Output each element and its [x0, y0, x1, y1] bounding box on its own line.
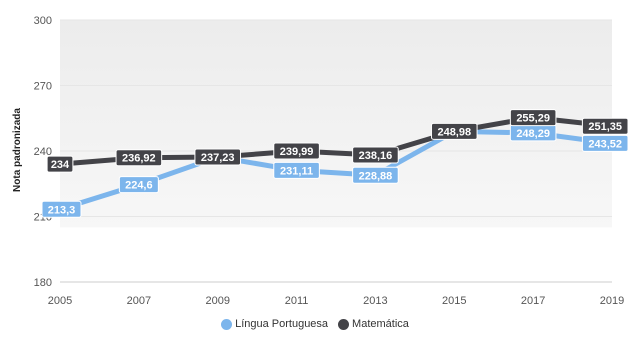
data-label-1-0: 234 — [46, 155, 74, 173]
data-label-text: 255,29 — [516, 113, 550, 125]
y-tick-label: 240 — [34, 146, 52, 158]
legend-item-lingua-portuguesa[interactable]: Língua Portuguesa — [221, 318, 328, 330]
data-label-0-4: 228,88 — [352, 166, 399, 184]
data-label-1-5: 248,98 — [430, 122, 478, 140]
data-label-box — [115, 149, 163, 167]
y-tick-label: 270 — [34, 81, 52, 93]
x-tick-label: 2009 — [205, 295, 229, 307]
data-label-text: 228,88 — [359, 170, 393, 182]
data-label-text: 237,23 — [201, 152, 235, 164]
data-label-1-3: 239,99 — [273, 142, 320, 160]
data-label-0-6: 248,29 — [509, 124, 557, 142]
data-label-text: 236,92 — [122, 153, 156, 165]
y-tick-label: 180 — [34, 277, 52, 289]
x-tick-label: 2011 — [285, 295, 309, 307]
data-label-1-2: 237,23 — [194, 148, 242, 166]
data-label-text: 231,11 — [280, 165, 313, 177]
data-label-box — [509, 109, 557, 127]
data-label-0-0: 213,3 — [41, 200, 82, 218]
legend-label: Matemática — [352, 318, 409, 330]
data-label-box — [352, 146, 399, 164]
x-tick-label: 2013 — [363, 295, 387, 307]
data-label-box — [118, 176, 159, 194]
data-label-box — [581, 134, 629, 152]
data-label-text: 251,35 — [588, 121, 622, 133]
data-label-0-3: 231,11 — [273, 161, 320, 179]
data-label-box — [194, 148, 242, 166]
data-label-1-4: 238,16 — [352, 146, 399, 164]
data-label-box — [273, 142, 320, 160]
data-label-box — [352, 166, 399, 184]
y-tick-label: 300 — [34, 15, 52, 27]
data-label-box — [430, 122, 478, 140]
legend-item-matematica[interactable]: Matemática — [338, 318, 409, 330]
data-label-1-1: 236,92 — [115, 149, 163, 167]
data-label-0-7: 243,52 — [581, 134, 629, 152]
data-label-text: 243,52 — [588, 138, 622, 150]
legend: Língua Portuguesa Matemática — [0, 318, 630, 330]
y-axis-title: Nota padronizada — [12, 108, 23, 192]
x-tick-label: 2019 — [600, 295, 624, 307]
data-label-text: 234 — [51, 159, 70, 171]
data-label-text: 224,6 — [125, 180, 153, 192]
x-tick-label: 2005 — [48, 295, 72, 307]
data-label-box — [273, 161, 320, 179]
data-label-text: 239,99 — [280, 146, 314, 158]
legend-marker-icon — [338, 318, 350, 330]
data-label-box — [581, 117, 629, 135]
data-label-text: 238,16 — [359, 150, 393, 162]
x-tick-label: 2007 — [127, 295, 151, 307]
x-tick-label: 2015 — [442, 295, 466, 307]
data-label-text: 248,29 — [516, 128, 550, 140]
data-label-text: 248,98 — [437, 126, 471, 138]
data-label-1-7: 251,35 — [581, 117, 629, 135]
data-label-text: 213,3 — [48, 204, 76, 216]
data-label-1-6: 255,29 — [509, 109, 557, 127]
x-tick-label: 2017 — [521, 295, 545, 307]
legend-marker-icon — [221, 318, 233, 330]
data-label-box — [46, 155, 74, 173]
legend-label: Língua Portuguesa — [235, 318, 329, 330]
data-label-0-1: 224,6 — [118, 176, 159, 194]
data-label-box — [41, 200, 82, 218]
